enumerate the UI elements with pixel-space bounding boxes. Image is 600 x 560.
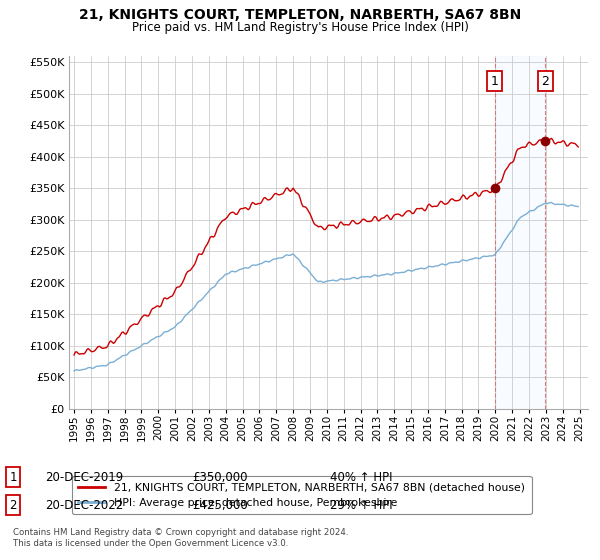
Text: 20-DEC-2022: 20-DEC-2022	[45, 498, 123, 512]
Text: 20-DEC-2019: 20-DEC-2019	[45, 470, 123, 484]
Text: 2: 2	[10, 498, 17, 512]
Text: 21, KNIGHTS COURT, TEMPLETON, NARBERTH, SA67 8BN: 21, KNIGHTS COURT, TEMPLETON, NARBERTH, …	[79, 8, 521, 22]
Text: 1: 1	[491, 74, 499, 88]
Text: 2: 2	[541, 74, 549, 88]
Text: 29% ↑ HPI: 29% ↑ HPI	[330, 498, 392, 512]
Bar	[494, 56, 545, 409]
Text: 40% ↑ HPI: 40% ↑ HPI	[330, 470, 392, 484]
Text: Price paid vs. HM Land Registry's House Price Index (HPI): Price paid vs. HM Land Registry's House …	[131, 21, 469, 34]
Legend: 21, KNIGHTS COURT, TEMPLETON, NARBERTH, SA67 8BN (detached house), HPI: Average : 21, KNIGHTS COURT, TEMPLETON, NARBERTH, …	[72, 476, 532, 515]
Text: £425,000: £425,000	[192, 498, 248, 512]
Text: 1: 1	[10, 470, 17, 484]
Text: £350,000: £350,000	[192, 470, 248, 484]
Text: Contains HM Land Registry data © Crown copyright and database right 2024.
This d: Contains HM Land Registry data © Crown c…	[13, 528, 349, 548]
